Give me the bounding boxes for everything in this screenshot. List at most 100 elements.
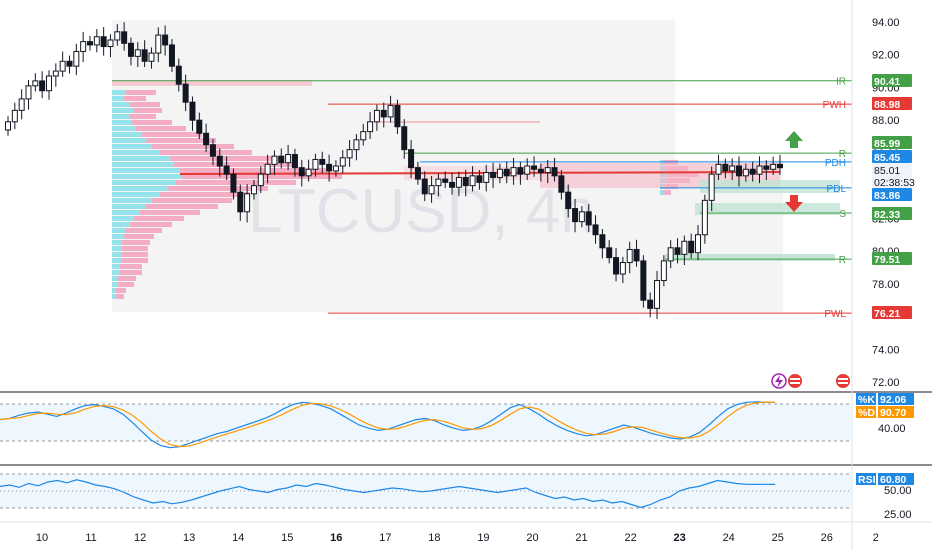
vp-bar-up xyxy=(660,160,664,165)
candle-body xyxy=(59,60,66,72)
candle-body xyxy=(736,165,743,177)
poc-line xyxy=(179,171,781,175)
vp-bar-down xyxy=(124,234,154,239)
vp-bar-up xyxy=(112,126,136,131)
candle-body xyxy=(749,168,756,175)
candle-body xyxy=(278,155,285,164)
time-tick: 26 xyxy=(821,532,833,544)
candle-body xyxy=(756,165,763,175)
up-arrow-icon xyxy=(785,131,803,148)
candle-body xyxy=(777,163,783,169)
profile-bar-top xyxy=(112,80,312,86)
price-tag xyxy=(872,74,912,87)
level-label: R xyxy=(839,149,846,160)
candle-body xyxy=(373,109,380,123)
vp-bar-down xyxy=(136,126,186,131)
stoch-k-label-bg xyxy=(856,393,876,405)
candle-body xyxy=(360,131,367,141)
candle-body xyxy=(66,60,73,67)
stoch-axis: %K 92.06 %D 90.70 40.00 xyxy=(856,393,914,435)
vp-bar-down xyxy=(140,210,200,215)
candle-body xyxy=(537,168,544,174)
vp-bar-up xyxy=(112,162,174,167)
candle-body xyxy=(298,167,305,177)
price-tag-label: 76.21 xyxy=(874,308,900,320)
candle-body xyxy=(578,211,585,223)
stoch-k-tag xyxy=(878,393,914,405)
vp-bar-down xyxy=(142,132,202,137)
level-label: R xyxy=(839,255,846,266)
candle-body xyxy=(742,168,749,177)
candle-body xyxy=(339,157,346,167)
time-axis[interactable]: 10 11 12 13 14 15 16 17 18 19 20 21 22 23 24 25 26 2 xyxy=(36,532,879,544)
candle-body xyxy=(496,168,503,178)
candle-body xyxy=(592,224,599,236)
vp-bar-down xyxy=(122,252,148,257)
vp-bar-up xyxy=(112,120,132,125)
stoch-k-value: 92.06 xyxy=(880,394,906,406)
candle-body xyxy=(544,167,551,174)
vp-bar-up xyxy=(112,150,160,155)
candle-body xyxy=(428,185,435,195)
price-tag-label: 02:38:53 xyxy=(874,177,915,189)
candle-body xyxy=(531,165,538,170)
stoch-d-label: %D xyxy=(858,407,875,419)
vp-bar-down xyxy=(180,168,330,173)
candle-body xyxy=(73,50,80,67)
down-arrow-icon xyxy=(785,195,803,212)
candle-body xyxy=(291,154,298,169)
candle-body xyxy=(353,139,360,151)
candle-body xyxy=(476,175,483,183)
candle-body xyxy=(148,52,155,62)
candle-body xyxy=(209,144,216,157)
vp-bar-up xyxy=(112,228,126,233)
time-tick: 17 xyxy=(379,532,391,544)
vp-bar-down xyxy=(152,144,234,149)
candle-body xyxy=(312,158,319,170)
candle-body xyxy=(599,234,606,249)
candle-body xyxy=(332,165,339,172)
vp-bar-up xyxy=(112,192,160,197)
vp-bar-up xyxy=(112,258,122,263)
price-axis[interactable]: 94.0092.0090.0088.0086.0082.0080.0078.00… xyxy=(872,17,900,389)
price-tick: 74.00 xyxy=(872,344,900,356)
candle-body xyxy=(401,126,408,151)
candle-body xyxy=(230,173,237,193)
price-tag-label: 85.99 xyxy=(874,138,900,150)
price-tick: 88.00 xyxy=(872,115,900,127)
price-tick: 94.00 xyxy=(872,17,900,29)
us-flag-icon[interactable] xyxy=(788,374,802,388)
vp-bar-up xyxy=(112,252,122,257)
time-tick: 15 xyxy=(281,532,293,544)
time-tick: 11 xyxy=(85,532,96,544)
flash-icon[interactable] xyxy=(771,373,787,389)
candle-body xyxy=(688,240,695,254)
time-tick: 10 xyxy=(36,532,48,544)
price-tag-label: 82.33 xyxy=(874,209,900,221)
candle-body xyxy=(367,121,374,133)
candle-body xyxy=(558,175,565,193)
rsi-line xyxy=(0,479,776,509)
vp-bar-up xyxy=(112,108,134,113)
candle-body xyxy=(387,104,394,118)
vp-bar-down xyxy=(126,228,162,233)
vp-bar-up xyxy=(112,90,126,95)
us-flag-icon[interactable] xyxy=(836,374,850,388)
vp-bar-down xyxy=(134,108,162,113)
candle-body xyxy=(421,178,428,195)
stoch-band xyxy=(0,404,852,441)
level-label: S xyxy=(839,209,846,220)
demand-zone-1 xyxy=(700,180,840,193)
price-tag-label: 83.86 xyxy=(874,190,900,202)
candle-body xyxy=(285,154,292,164)
price-tag xyxy=(872,175,912,188)
rsi-axis: RSI 60.80 50.00 25.00 xyxy=(856,473,914,521)
candle-body xyxy=(640,260,647,301)
rsi-value: 60.80 xyxy=(880,474,906,486)
candle-body xyxy=(722,163,729,172)
price-tag-label: 88.98 xyxy=(874,99,900,111)
candle-body xyxy=(490,172,497,178)
